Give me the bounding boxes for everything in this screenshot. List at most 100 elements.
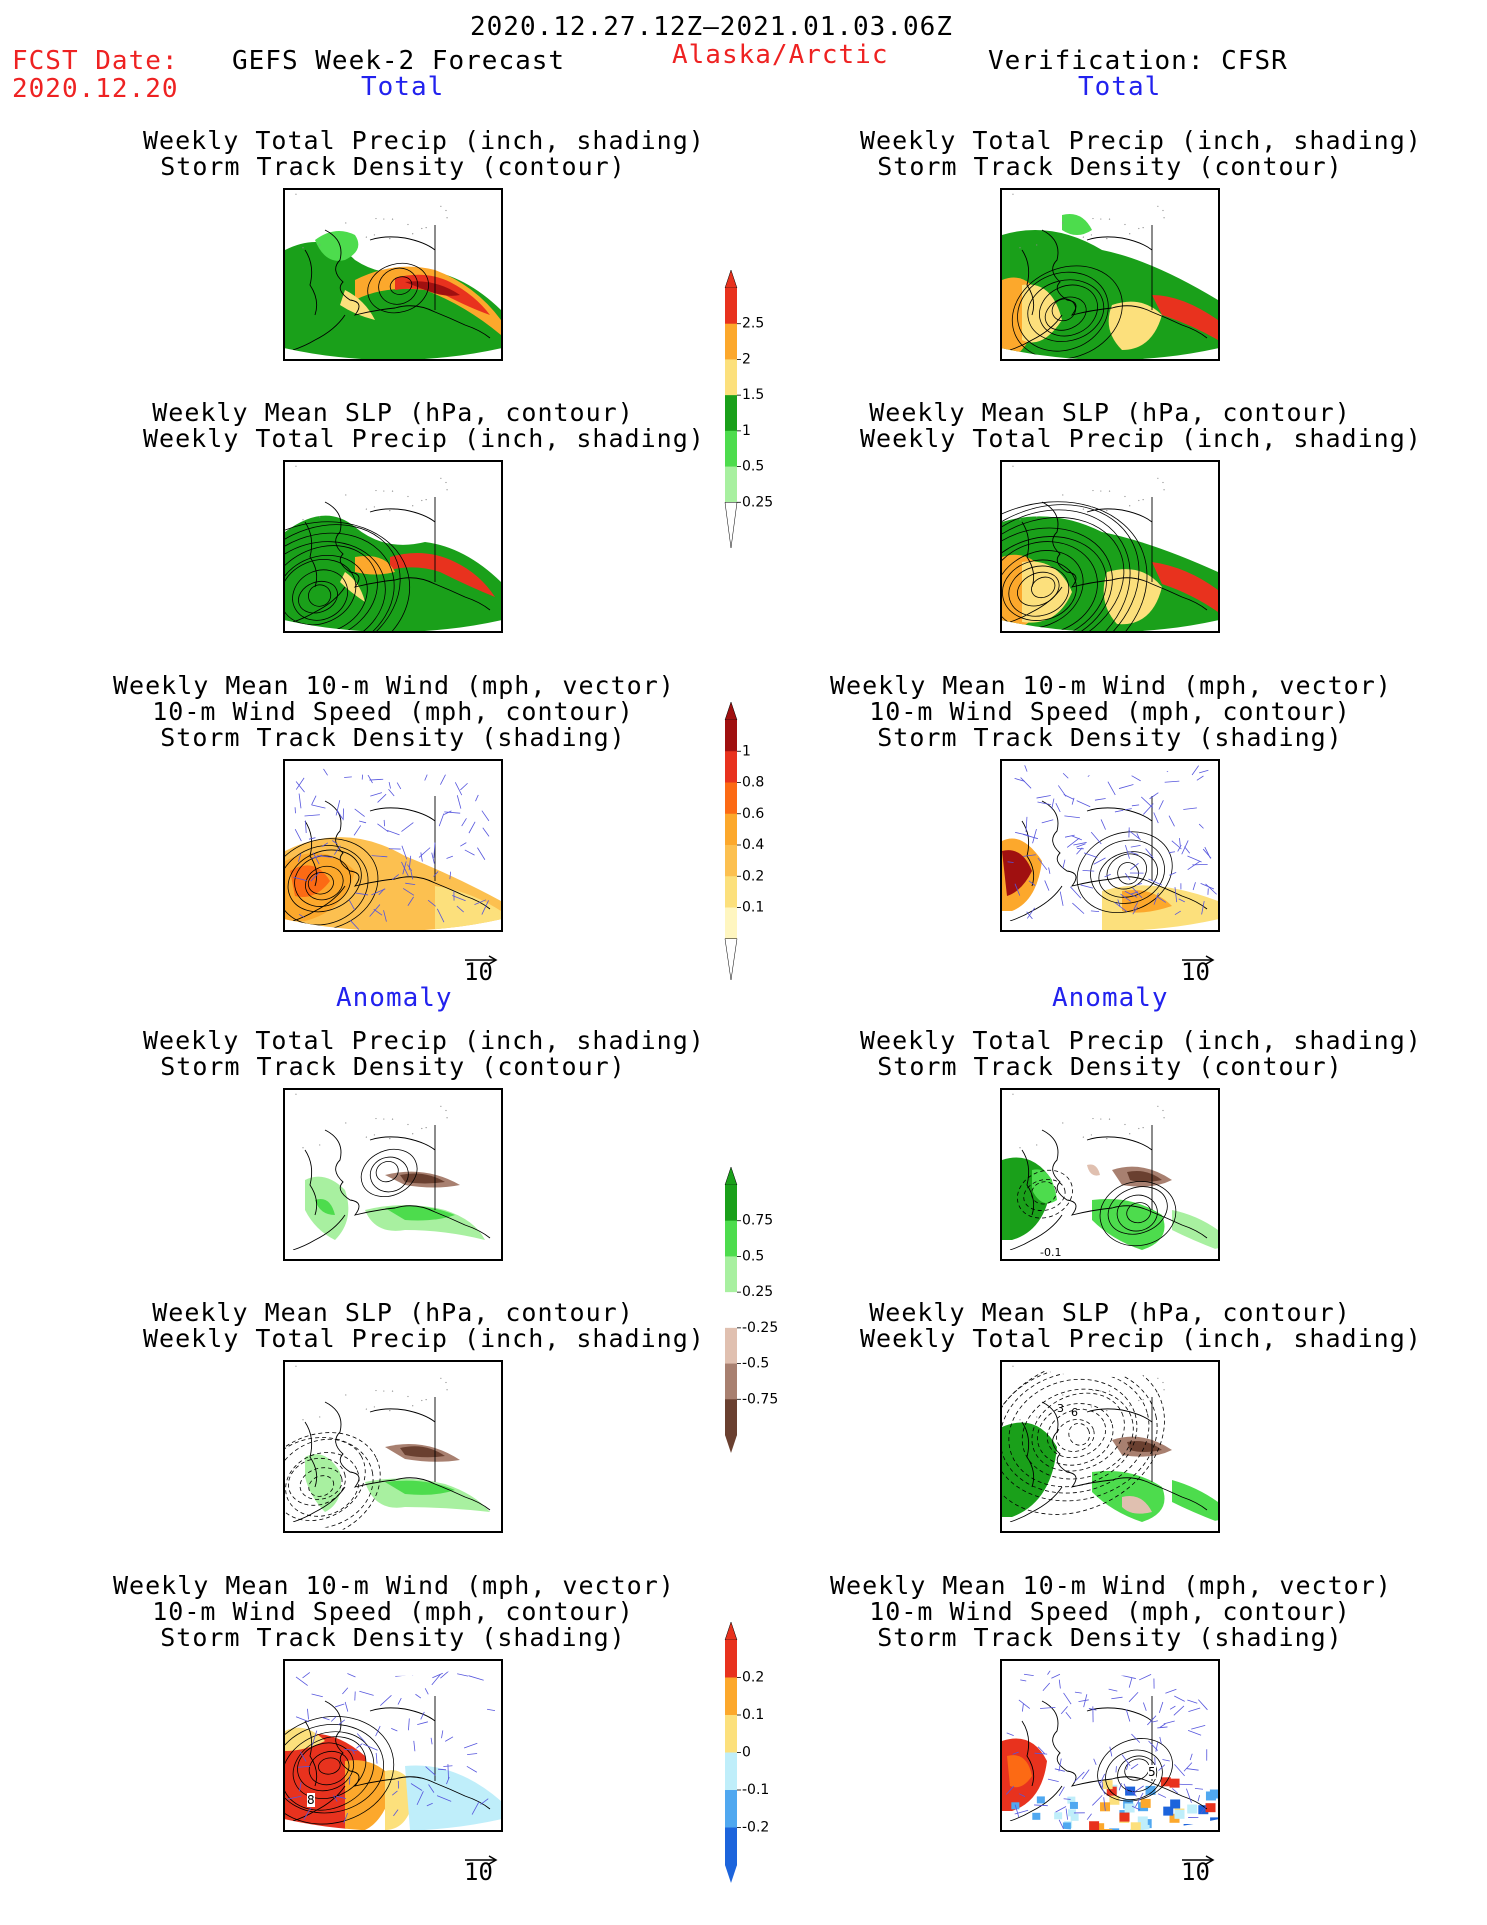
grid-dot bbox=[1129, 1133, 1131, 1135]
colorbar-segment bbox=[725, 845, 737, 877]
grid-dot bbox=[412, 1133, 414, 1135]
coast-alaska bbox=[324, 1401, 491, 1511]
wind-vector bbox=[356, 1733, 366, 1743]
contour-group bbox=[1017, 1169, 1073, 1219]
colorbar-segment bbox=[725, 720, 737, 752]
grid-dot bbox=[295, 465, 297, 467]
colorbar-segment bbox=[725, 1790, 737, 1828]
map-label-anom-slp-right-b: 6 bbox=[1071, 1406, 1078, 1419]
wind-vector bbox=[1036, 795, 1051, 799]
title-anom-slp-left: Weekly Mean SLP (hPa, contour) Weekly Tot… bbox=[143, 1298, 705, 1353]
coast-alaska bbox=[1041, 501, 1208, 611]
grid-dot bbox=[1092, 1117, 1094, 1120]
wind-vector bbox=[444, 811, 461, 814]
forecast-model-title: GEFS Week-2 Forecast bbox=[232, 46, 566, 76]
wind-vector bbox=[1168, 815, 1175, 827]
colorbar-segment bbox=[725, 1677, 737, 1716]
contour-group bbox=[285, 521, 411, 631]
contour-line bbox=[285, 524, 401, 631]
wind-vector bbox=[1055, 1806, 1067, 1813]
coast-aleutian bbox=[292, 885, 346, 922]
contour-line bbox=[297, 1742, 355, 1792]
colorbar-segment bbox=[725, 323, 737, 360]
region-title: Alaska/Arctic bbox=[672, 40, 889, 70]
wind-vector bbox=[461, 818, 467, 827]
wind-vector bbox=[1020, 1679, 1027, 1682]
grid-dot bbox=[1019, 1147, 1021, 1149]
wind-vector bbox=[1065, 1712, 1072, 1719]
wind-vector bbox=[307, 1708, 309, 1720]
coast-north bbox=[369, 236, 436, 251]
wind-vector bbox=[302, 1672, 311, 1679]
anom-shade-brown-dark bbox=[1127, 1171, 1162, 1182]
grid-dot bbox=[1162, 481, 1164, 484]
contour-group bbox=[360, 1148, 418, 1197]
grid-dot bbox=[1100, 1118, 1102, 1120]
colorbar-precip-anom: 0.75 0.5 0.25 -0.25 -0.5 -0.75 bbox=[724, 1166, 778, 1453]
wind-vector bbox=[1120, 893, 1132, 902]
storm-anom-cell bbox=[1139, 1824, 1150, 1830]
storm-anom-cell bbox=[1109, 1828, 1120, 1830]
vector-ref-anom-left bbox=[463, 1850, 499, 1869]
storm-anom-cell bbox=[1140, 1798, 1151, 1808]
grid-dot bbox=[345, 222, 347, 224]
contour-line bbox=[285, 838, 379, 930]
wind-vector bbox=[1083, 852, 1098, 858]
grid-dot bbox=[302, 247, 304, 249]
wind-vector bbox=[416, 1791, 424, 1806]
wind-vector bbox=[1014, 777, 1025, 782]
colorbar-bottom-cap bbox=[724, 502, 738, 549]
map-total-precip-right bbox=[1000, 188, 1220, 361]
wind-vector bbox=[1130, 845, 1141, 848]
contour-line bbox=[1031, 1392, 1125, 1472]
wind-vector bbox=[468, 821, 476, 834]
arrow-right-icon bbox=[465, 955, 498, 965]
precip-shade-orange bbox=[355, 556, 395, 575]
wind-vector bbox=[294, 829, 302, 842]
vector-ref-label-total-right: 10 bbox=[1181, 958, 1210, 986]
wind-vector bbox=[1014, 1804, 1020, 1818]
wind-vector bbox=[1093, 857, 1106, 865]
storm-anom-cell bbox=[1062, 1822, 1071, 1830]
wind-vector bbox=[431, 1674, 441, 1686]
storm-anom-cell bbox=[1094, 1823, 1105, 1830]
coast-alaska bbox=[1041, 1129, 1208, 1239]
grid-dot bbox=[421, 1127, 423, 1130]
grid-dot bbox=[1090, 506, 1093, 508]
wind-vector bbox=[1131, 775, 1141, 782]
contour-line bbox=[285, 521, 411, 631]
wind-vector bbox=[456, 795, 462, 809]
coastline bbox=[292, 796, 491, 922]
grid-dot bbox=[1157, 205, 1159, 207]
contour-line bbox=[367, 262, 429, 314]
wind-vector bbox=[1148, 1740, 1158, 1751]
wind-vector bbox=[1157, 1726, 1168, 1729]
wind-vector bbox=[344, 1701, 349, 1712]
grid-dot bbox=[1082, 1408, 1084, 1410]
map-anom-precip-left bbox=[283, 1088, 503, 1261]
grid-dot bbox=[425, 227, 427, 229]
grid-dot bbox=[1138, 1127, 1140, 1130]
grid-dot bbox=[421, 227, 423, 230]
wind-vector bbox=[1162, 1759, 1170, 1762]
grid-dot bbox=[440, 1105, 442, 1107]
wind-vector bbox=[438, 1768, 447, 1771]
grid-dot bbox=[1163, 1389, 1165, 1391]
coastline bbox=[1009, 1696, 1208, 1822]
grid-dot bbox=[440, 205, 442, 207]
wind-vector bbox=[1058, 1758, 1062, 1772]
wind-vector bbox=[1025, 816, 1028, 833]
coast-aleutian bbox=[292, 586, 346, 623]
wind-vector bbox=[1032, 828, 1037, 844]
wind-vector bbox=[1130, 1763, 1139, 1770]
contour-line bbox=[287, 849, 362, 913]
grid-dot bbox=[1157, 1377, 1159, 1379]
coast-north bbox=[369, 1408, 436, 1423]
grid-dot bbox=[446, 489, 448, 491]
wind-vector bbox=[295, 1676, 308, 1686]
contour-line bbox=[292, 569, 349, 621]
wind-vector bbox=[1128, 1691, 1139, 1703]
forecast-period: 2020.12.27.12Z–2021.01.03.06Z bbox=[470, 12, 953, 42]
wind-vector bbox=[1125, 808, 1132, 811]
coast-alaska bbox=[324, 501, 491, 611]
